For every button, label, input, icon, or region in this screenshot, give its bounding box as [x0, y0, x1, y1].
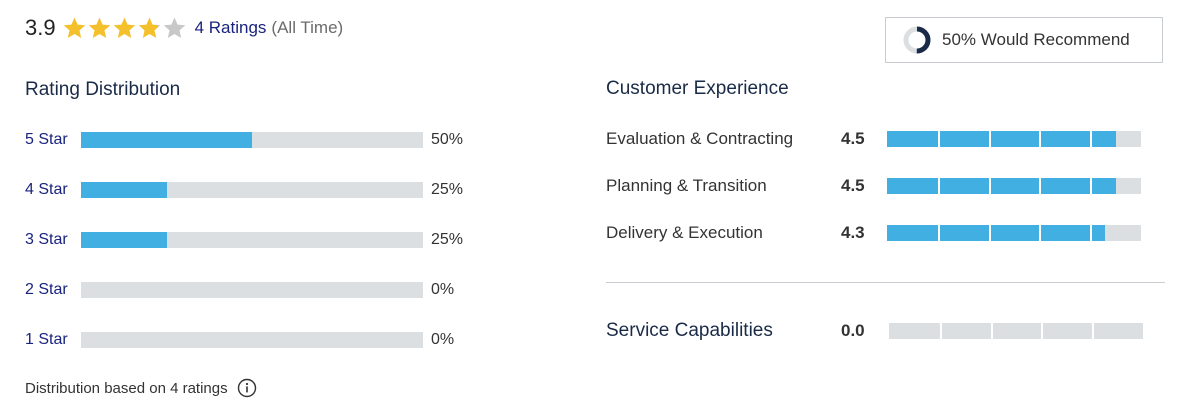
score-bar-divider — [990, 323, 993, 339]
star-icon — [88, 17, 110, 38]
distribution-row-3[interactable]: 3 Star 25% — [25, 229, 463, 251]
service-capabilities-bar — [889, 323, 1143, 339]
distribution-percent: 50% — [431, 131, 464, 148]
cx-label: Planning & Transition — [606, 176, 767, 195]
ratings-count-link[interactable]: 4 Ratings — [194, 18, 267, 37]
score-bar-divider — [988, 178, 991, 194]
distribution-bar-fill — [81, 132, 252, 148]
score-bar-divider — [937, 178, 940, 194]
score-bar-divider — [1041, 323, 1044, 339]
service-capabilities-label: Service Capabilities — [606, 320, 773, 341]
ratings-period: (All Time) — [271, 18, 344, 37]
service-capabilities-score: 0.0 — [841, 321, 865, 340]
star-icon — [163, 17, 185, 38]
score-bar-divider — [988, 225, 991, 241]
score-bar-divider — [1090, 131, 1093, 147]
recommend-text: 50% Would Recommend — [942, 30, 1130, 49]
distribution-label[interactable]: 2 Star — [25, 281, 68, 298]
distribution-bar-fill — [81, 182, 167, 198]
cx-score-bar — [887, 178, 1141, 194]
distribution-label[interactable]: 3 Star — [25, 231, 68, 248]
score-bar-divider — [937, 131, 940, 147]
score-bar-divider — [1092, 323, 1095, 339]
distribution-bar — [81, 332, 423, 348]
cx-row-delivery: Delivery & Execution 4.3 — [606, 221, 1141, 245]
star-icon — [138, 17, 160, 38]
distribution-bar — [81, 182, 423, 198]
distribution-percent: 25% — [431, 181, 464, 198]
cx-label: Delivery & Execution — [606, 223, 763, 242]
distribution-percent: 0% — [431, 331, 455, 348]
rating-distribution-title: Rating Distribution — [25, 79, 181, 100]
score-bar-fill — [887, 131, 1116, 147]
distribution-bar — [81, 232, 423, 248]
recommend-badge: 50% Would Recommend — [885, 17, 1163, 63]
distribution-percent: 0% — [431, 281, 455, 298]
star-icon — [113, 17, 135, 38]
distribution-row-5[interactable]: 5 Star 50% — [25, 129, 463, 151]
score-bar-fill — [887, 178, 1116, 194]
score-bar-divider — [1090, 225, 1093, 241]
distribution-row-1[interactable]: 1 Star 0% — [25, 329, 454, 351]
distribution-label[interactable]: 1 Star — [25, 331, 68, 348]
cx-row-evaluation: Evaluation & Contracting 4.5 — [606, 127, 1141, 151]
score-bar-divider — [988, 131, 991, 147]
distribution-note: Distribution based on 4 ratings — [25, 378, 257, 398]
service-capabilities-row: Service Capabilities 0.0 — [606, 318, 1143, 344]
cx-score: 4.5 — [841, 129, 865, 148]
distribution-label[interactable]: 4 Star — [25, 181, 68, 198]
cx-score: 4.5 — [841, 176, 865, 195]
score-bar-fill — [887, 225, 1106, 241]
distribution-percent: 25% — [431, 231, 464, 248]
distribution-bar — [81, 282, 423, 298]
star-icon — [63, 17, 85, 38]
star-rating — [62, 16, 187, 41]
cx-label: Evaluation & Contracting — [606, 129, 794, 148]
cx-score-bar — [887, 225, 1141, 241]
distribution-label[interactable]: 5 Star — [25, 131, 68, 148]
distribution-bar — [81, 132, 423, 148]
distribution-row-2[interactable]: 2 Star 0% — [25, 279, 454, 301]
distribution-bar-fill — [81, 232, 167, 248]
score-bar-divider — [937, 225, 940, 241]
score-bar-divider — [1039, 178, 1042, 194]
score-bar-divider — [939, 323, 942, 339]
cx-score: 4.3 — [841, 223, 865, 242]
info-icon[interactable] — [237, 378, 257, 398]
recommend-donut-icon — [903, 26, 931, 54]
average-rating: 3.9 — [25, 15, 56, 40]
section-divider — [606, 282, 1165, 283]
cx-score-bar — [887, 131, 1141, 147]
score-bar-divider — [1090, 178, 1093, 194]
distribution-row-4[interactable]: 4 Star 25% — [25, 179, 463, 201]
cx-row-planning: Planning & Transition 4.5 — [606, 174, 1141, 198]
score-bar-divider — [1039, 225, 1042, 241]
score-bar-divider — [1039, 131, 1042, 147]
customer-experience-title: Customer Experience — [606, 78, 789, 99]
distribution-note-text: Distribution based on 4 ratings — [25, 379, 228, 397]
ratings-header: 3.9 4 Ratings (All Time) — [25, 12, 343, 44]
